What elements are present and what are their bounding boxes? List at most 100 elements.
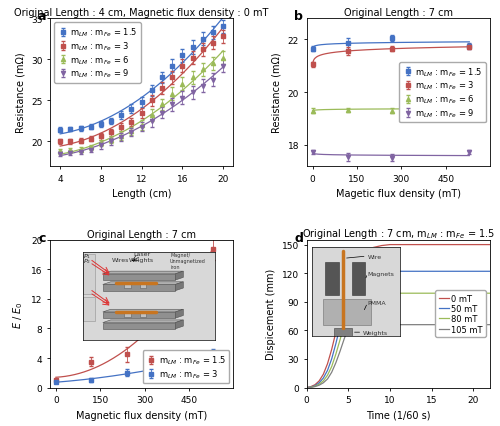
0 mT <box>362 250 368 255</box>
0 mT <box>308 384 314 389</box>
50 mT <box>341 307 347 312</box>
Text: d: d <box>294 231 303 245</box>
80 mT <box>370 291 376 296</box>
50 mT <box>437 269 443 274</box>
105 mT <box>387 322 393 328</box>
0 mT <box>437 242 443 248</box>
Text: b: b <box>294 10 303 23</box>
50 mT <box>454 269 460 274</box>
105 mT <box>324 377 330 382</box>
80 mT <box>454 291 460 296</box>
105 mT <box>333 360 339 366</box>
105 mT <box>362 306 368 311</box>
Line: 105 mT: 105 mT <box>306 309 490 388</box>
50 mT <box>404 269 409 274</box>
X-axis label: Time (1/60 s): Time (1/60 s) <box>366 410 430 420</box>
105 mT <box>378 322 384 328</box>
0 mT <box>470 242 476 248</box>
Title: Original Length : 7 cm, m$_{LM}$ : m$_{Fe}$ = 1.5: Original Length : 7 cm, m$_{LM}$ : m$_{F… <box>302 226 495 240</box>
0 mT <box>341 292 347 297</box>
Line: 50 mT: 50 mT <box>306 272 490 388</box>
0 mT <box>328 347 334 352</box>
50 mT <box>324 368 330 373</box>
50 mT <box>354 276 360 281</box>
80 mT <box>304 385 310 390</box>
50 mT <box>316 380 322 386</box>
0 mT <box>454 242 460 248</box>
105 mT <box>437 322 443 328</box>
80 mT <box>437 291 443 296</box>
X-axis label: Magnetic flux density (mT): Magnetic flux density (mT) <box>76 410 208 420</box>
80 mT <box>308 385 314 390</box>
0 mT <box>312 382 318 387</box>
80 mT <box>387 291 393 296</box>
50 mT <box>304 385 310 390</box>
105 mT <box>370 323 376 328</box>
105 mT <box>304 385 310 390</box>
105 mT <box>454 322 460 328</box>
Y-axis label: Dispicement (mm): Dispicement (mm) <box>266 268 276 360</box>
0 mT <box>420 242 426 248</box>
Legend: 0 mT, 50 mT, 80 mT, 105 mT: 0 mT, 50 mT, 80 mT, 105 mT <box>435 291 486 337</box>
50 mT <box>328 357 334 362</box>
50 mT <box>320 376 326 381</box>
50 mT <box>378 269 384 274</box>
105 mT <box>420 322 426 328</box>
Text: c: c <box>39 231 46 245</box>
Title: Original Length : 7 cm: Original Length : 7 cm <box>87 230 196 239</box>
80 mT <box>404 291 409 296</box>
0 mT <box>387 242 393 248</box>
80 mT <box>346 309 352 314</box>
0 mT <box>333 330 339 335</box>
105 mT <box>350 317 356 322</box>
0 mT <box>324 361 330 366</box>
0 mT <box>337 311 343 316</box>
0 mT <box>354 259 360 265</box>
Line: 80 mT: 80 mT <box>306 294 490 388</box>
0 mT <box>316 378 322 383</box>
105 mT <box>487 322 493 328</box>
105 mT <box>341 337 347 342</box>
105 mT <box>328 370 334 375</box>
80 mT <box>341 322 347 328</box>
Title: Original Length : 7 cm: Original Length : 7 cm <box>344 9 453 18</box>
Text: a: a <box>38 10 46 23</box>
105 mT <box>337 349 343 354</box>
80 mT <box>354 296 360 301</box>
50 mT <box>387 269 393 274</box>
Legend: m$_{LM}$ : m$_{Fe}$ = 1.5, m$_{LM}$ : m$_{Fe}$ = 3: m$_{LM}$ : m$_{Fe}$ = 1.5, m$_{LM}$ : m$… <box>142 351 229 383</box>
Y-axis label: Resistance (mΩ): Resistance (mΩ) <box>272 53 282 133</box>
0 mT <box>304 385 310 390</box>
50 mT <box>333 341 339 346</box>
50 mT <box>487 269 493 274</box>
Legend: m$_{LM}$ : m$_{Fe}$ = 1.5, m$_{LM}$ : m$_{Fe}$ = 3, m$_{LM}$ : m$_{Fe}$ = 6, m$_: m$_{LM}$ : m$_{Fe}$ = 1.5, m$_{LM}$ : m$… <box>54 23 141 83</box>
50 mT <box>470 269 476 274</box>
50 mT <box>337 324 343 329</box>
50 mT <box>312 383 318 389</box>
Legend: m$_{LM}$ : m$_{Fe}$ = 1.5, m$_{LM}$ : m$_{Fe}$ = 3, m$_{LM}$ : m$_{Fe}$ = 6, m$_: m$_{LM}$ : m$_{Fe}$ = 1.5, m$_{LM}$ : m$… <box>400 63 486 123</box>
0 mT <box>404 242 409 248</box>
80 mT <box>487 291 493 296</box>
80 mT <box>312 384 318 389</box>
105 mT <box>312 384 318 389</box>
80 mT <box>420 291 426 296</box>
105 mT <box>404 322 409 328</box>
105 mT <box>320 380 326 386</box>
50 mT <box>420 269 426 274</box>
80 mT <box>320 378 326 383</box>
Line: 0 mT: 0 mT <box>306 245 490 388</box>
50 mT <box>370 269 376 274</box>
105 mT <box>346 325 352 330</box>
50 mT <box>362 270 368 275</box>
X-axis label: Length (cm): Length (cm) <box>112 189 172 199</box>
0 mT <box>378 243 384 248</box>
Y-axis label: Resistance (mΩ): Resistance (mΩ) <box>16 53 26 133</box>
80 mT <box>378 291 384 296</box>
80 mT <box>324 373 330 378</box>
105 mT <box>354 311 360 316</box>
80 mT <box>333 352 339 357</box>
0 mT <box>320 372 326 377</box>
50 mT <box>308 385 314 390</box>
50 mT <box>346 293 352 298</box>
0 mT <box>346 278 352 283</box>
